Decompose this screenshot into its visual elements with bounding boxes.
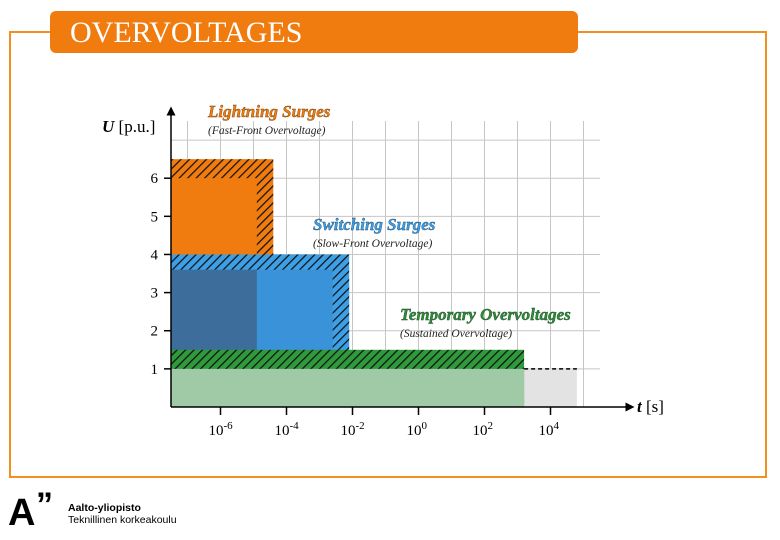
temporary-region <box>171 368 525 407</box>
temporary-sublabel: (Sustained Overvoltage) <box>400 328 512 340</box>
aalto-logo: A ” Aalto-yliopisto Teknillinen korkeako… <box>8 488 208 536</box>
x-tick-label: 10-4 <box>275 420 300 439</box>
x-tick-label: 100 <box>407 420 428 439</box>
y-tick-label: 2 <box>151 324 159 340</box>
logo-mark-quote: ” <box>36 486 53 524</box>
switching-sublabel: (Slow-Front Overvoltage) <box>313 238 433 250</box>
lightning-label: Lightning Surges <box>207 102 331 121</box>
x-axis-label: t [s] <box>637 397 664 416</box>
x-tick-label: 104 <box>539 420 560 439</box>
regions <box>171 159 577 407</box>
y-axis-label: U [p.u.] <box>102 117 155 136</box>
x-tick-label: 10-2 <box>341 420 365 439</box>
y-tick-label: 3 <box>151 286 159 302</box>
temporary-label: Temporary Overvoltages <box>400 305 571 324</box>
lightning-sublabel: (Fast-Front Overvoltage) <box>208 125 326 137</box>
y-tick-label: 1 <box>151 362 159 378</box>
page-title: OVERVOLTAGES <box>70 16 303 49</box>
logo-mark-a: A <box>8 492 36 534</box>
y-ticks: 1 2 3 4 5 6 <box>151 171 171 378</box>
x-tick-label: 102 <box>473 420 494 439</box>
logo-university-name: Aalto-yliopisto <box>68 502 141 514</box>
x-ticks: 10-6 10-4 10-2 100 102 104 <box>209 407 560 439</box>
tail-region <box>524 368 577 407</box>
logo-school-name: Teknillinen korkeakoulu <box>68 514 177 526</box>
y-tick-label: 4 <box>151 247 159 263</box>
switching-label: Switching Surges <box>313 215 436 234</box>
x-tick-label: 10-6 <box>209 420 234 439</box>
title-banner: OVERVOLTAGES <box>50 11 578 53</box>
y-tick-label: 6 <box>151 171 159 187</box>
y-tick-label: 5 <box>151 209 159 225</box>
